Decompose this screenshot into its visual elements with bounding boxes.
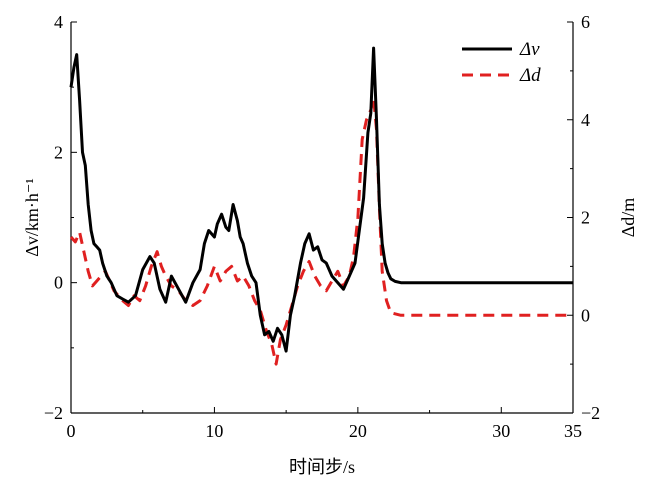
series-line-delta-v — [69, 46, 573, 353]
legend: Δv Δd — [462, 39, 541, 86]
y-left-tick-label: 0 — [54, 273, 63, 293]
y-right-tick-label: 6 — [581, 12, 590, 32]
x-tick-label: 10 — [205, 421, 223, 441]
y-left-tick-label: 4 — [54, 12, 63, 32]
y-right-tick-label: 0 — [581, 305, 590, 325]
x-axis-title: 时间步/s — [289, 457, 355, 477]
x-tick-label: 35 — [564, 421, 582, 441]
y-right-tick-label: −2 — [581, 403, 600, 423]
x-tick-label: 0 — [67, 421, 76, 441]
y-right-tick-label: 2 — [581, 208, 590, 228]
y-left-tick-label: −2 — [44, 403, 63, 423]
legend-label: Δv — [519, 39, 540, 60]
y-right-axis-title: Δd/m — [618, 198, 638, 238]
series-line-delta-d — [69, 96, 573, 366]
x-tick-label: 30 — [492, 421, 510, 441]
legend-label: Δd — [519, 65, 541, 86]
y-left-tick-label: 2 — [54, 142, 63, 162]
x-tick-label: 20 — [349, 421, 367, 441]
series-group — [69, 46, 574, 366]
y-left-axis-title: Δv/km·h⁻¹ — [22, 178, 42, 256]
y-right-tick-label: 4 — [581, 110, 590, 130]
